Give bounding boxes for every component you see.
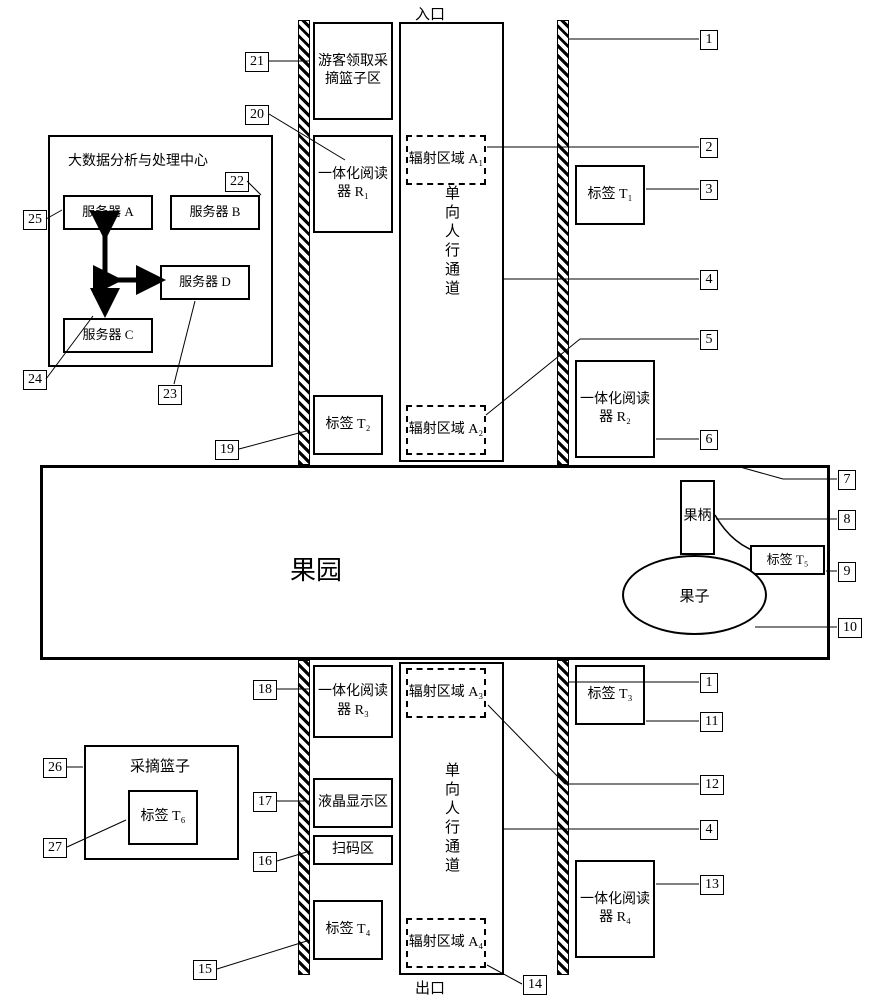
data-center-title: 大数据分析与处理中心 (68, 150, 208, 170)
tag-t4: 标签 T₄ (313, 900, 383, 960)
arrows-datacenter (95, 230, 185, 325)
fruit-stem: 果柄 (680, 480, 715, 555)
tag-t5-text: 标签 T₅ (767, 552, 809, 569)
area-a4-text: 辐射区域 A₄ (409, 934, 484, 952)
tag-t3-text: 标签 T₃ (588, 686, 633, 704)
wall-top-left (298, 20, 310, 465)
wall-bottom-right (557, 660, 569, 975)
fruit: 果子 (622, 555, 767, 635)
tag-t1: 标签 T₁ (575, 165, 645, 225)
tag-t3: 标签 T₃ (575, 665, 645, 725)
callout-23: 23 (158, 385, 182, 405)
callout-9: 9 (838, 562, 856, 582)
tag-t2-text: 标签 T₂ (326, 416, 371, 434)
top-corridor: 单向人行通道 (399, 22, 504, 462)
reader-r4: 一体化阅读器 R₄ (575, 860, 655, 958)
wall-top-right (557, 20, 569, 465)
tag-t5: 标签 T₅ (750, 545, 825, 575)
wall-bottom-left (298, 660, 310, 975)
callout-2: 2 (700, 138, 718, 158)
visitor-basket-text: 游客领取采摘篮子区 (315, 53, 391, 89)
callout-12: 12 (700, 775, 724, 795)
callout-16: 16 (253, 852, 277, 872)
reader-r1: 一体化阅读器 R₁ (313, 135, 393, 233)
basket-title: 采摘篮子 (130, 755, 190, 776)
area-a4: 辐射区域 A₄ (406, 918, 486, 968)
callout-20: 20 (245, 105, 269, 125)
reader-r2-text: 一体化阅读器 R₂ (577, 391, 653, 427)
callout-24: 24 (23, 370, 47, 390)
callout-11: 11 (700, 712, 723, 732)
diagram-root: 入口 出口 单向人行通道 辐射区域 A₁ 辐射区域 A₂ 游客领取采摘篮子区 一… (0, 0, 874, 1000)
entrance-label: 入口 (415, 3, 445, 24)
reader-r3: 一体化阅读器 R₃ (313, 665, 393, 738)
server-b: 服务器 B (170, 195, 260, 230)
callout-27: 27 (43, 838, 67, 858)
callout-14: 14 (523, 975, 547, 995)
area-a2-text: 辐射区域 A₂ (409, 421, 484, 439)
bottom-corridor-text: 单向人行通道 (441, 762, 462, 876)
top-corridor-text: 单向人行通道 (441, 185, 462, 299)
callout-21: 21 (245, 52, 269, 72)
callout-18: 18 (253, 680, 277, 700)
callout-3: 3 (700, 180, 718, 200)
callout-13: 13 (700, 875, 724, 895)
fruit-text: 果子 (679, 585, 709, 606)
callout-4-top: 4 (700, 270, 718, 290)
callout-15: 15 (193, 960, 217, 980)
callout-10: 10 (838, 618, 862, 638)
tag-t6-text: 标签 T₆ (141, 808, 186, 826)
tag-t1-text: 标签 T₁ (588, 186, 633, 204)
exit-label: 出口 (415, 977, 445, 998)
callout-5: 5 (700, 330, 718, 350)
callout-26: 26 (43, 758, 67, 778)
callout-7: 7 (838, 470, 856, 490)
reader-r3-text: 一体化阅读器 R₃ (315, 683, 391, 719)
callout-1-top: 1 (700, 30, 718, 50)
callout-6: 6 (700, 430, 718, 450)
tag-t6: 标签 T₆ (128, 790, 198, 845)
scan-text: 扫码区 (332, 841, 374, 859)
reader-r2: 一体化阅读器 R₂ (575, 360, 655, 458)
callout-17: 17 (253, 792, 277, 812)
area-a3-text: 辐射区域 A₃ (409, 684, 484, 702)
lcd-area: 液晶显示区 (313, 778, 393, 828)
server-c-text: 服务器 C (83, 327, 134, 344)
server-a: 服务器 A (63, 195, 153, 230)
callout-25: 25 (23, 210, 47, 230)
server-a-text: 服务器 A (82, 204, 134, 221)
visitor-basket-area: 游客领取采摘篮子区 (313, 22, 393, 120)
reader-r4-text: 一体化阅读器 R₄ (577, 891, 653, 927)
orchard-title: 果园 (290, 550, 342, 587)
lcd-text: 液晶显示区 (318, 794, 388, 812)
callout-22: 22 (225, 172, 249, 192)
callout-4-bottom: 4 (700, 820, 718, 840)
scan-area: 扫码区 (313, 835, 393, 865)
area-a2: 辐射区域 A₂ (406, 405, 486, 455)
fruit-stem-text: 果柄 (684, 508, 712, 526)
callout-1-bottom: 1 (700, 673, 718, 693)
reader-r1-text: 一体化阅读器 R₁ (315, 166, 391, 202)
area-a1-text: 辐射区域 A₁ (409, 151, 484, 169)
area-a3: 辐射区域 A₃ (406, 668, 486, 718)
tag-t2: 标签 T₂ (313, 395, 383, 455)
area-a1: 辐射区域 A₁ (406, 135, 486, 185)
server-d-text: 服务器 D (179, 274, 231, 291)
callout-19: 19 (215, 440, 239, 460)
server-b-text: 服务器 B (190, 204, 241, 221)
callout-8: 8 (838, 510, 856, 530)
tag-t4-text: 标签 T₄ (326, 921, 371, 939)
